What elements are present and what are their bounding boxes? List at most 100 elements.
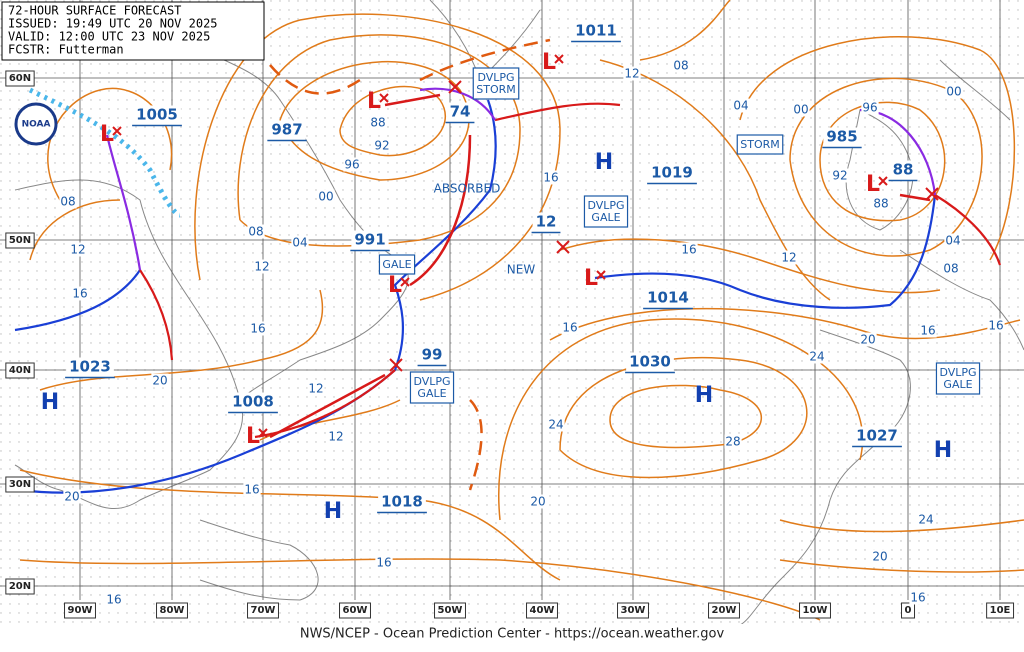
isobar-label: 16 xyxy=(543,171,558,185)
dot-grid xyxy=(0,0,1024,625)
warning-line: GALE xyxy=(943,378,972,391)
isobar-label: 16 xyxy=(250,322,265,336)
isobar-label-bg xyxy=(243,482,261,497)
isobars xyxy=(19,0,1024,621)
pressure-value: 1030 xyxy=(629,353,671,371)
latitude-label: 40N xyxy=(9,365,31,376)
trough xyxy=(269,38,551,491)
latitude-label: 30N xyxy=(9,479,31,490)
warning-line: DVLPG xyxy=(413,375,450,388)
longitude-label: 80W xyxy=(160,605,185,616)
isobar-label-bg xyxy=(59,194,77,209)
isobar-label-bg xyxy=(732,98,750,113)
track-arrows xyxy=(269,93,931,439)
pressure-bg xyxy=(532,212,560,233)
isobar-label-bg xyxy=(307,381,325,396)
isobar-label: 04 xyxy=(945,234,960,248)
annotation: NEW xyxy=(507,263,536,277)
isobar-label-bg xyxy=(831,168,849,183)
isobar-label-bg xyxy=(63,489,81,504)
isobar-label: 20 xyxy=(64,490,79,504)
axis-box xyxy=(986,602,1015,619)
isobar-label-bg xyxy=(327,429,345,444)
pressure-value: 74 xyxy=(450,103,471,121)
isobar-label-bg xyxy=(942,261,960,276)
isobar-label: 28 xyxy=(725,435,740,449)
low-x xyxy=(112,126,122,136)
longitude-label: 10E xyxy=(990,605,1011,616)
low-position-x xyxy=(925,187,939,201)
pressure-bg xyxy=(626,352,674,373)
low-x xyxy=(596,270,606,280)
label-box xyxy=(409,371,455,404)
low-center: L xyxy=(388,273,402,298)
isobar-label: 24 xyxy=(918,513,933,527)
low-center: L xyxy=(100,122,114,147)
warning-line: GALE xyxy=(382,258,411,271)
pressure-bg xyxy=(133,105,181,126)
header-line: 72-HOUR SURFACE FORECAST xyxy=(8,4,181,18)
warning-line: DVLPG xyxy=(939,366,976,379)
warning-line: GALE xyxy=(417,387,446,400)
isobar-label: 12 xyxy=(781,251,796,265)
pressure-value: 1023 xyxy=(69,358,111,376)
pressure-bg xyxy=(378,492,426,513)
low-center: L xyxy=(584,266,598,291)
longitude-label: 60W xyxy=(343,605,368,616)
warning-line: GALE xyxy=(591,211,620,224)
isobar-label-bg xyxy=(792,102,810,117)
label-box xyxy=(736,134,784,155)
isobar-label-bg xyxy=(919,323,937,338)
low-position-x xyxy=(389,358,403,372)
longitude-label: 30W xyxy=(621,605,646,616)
isobar-label: 92 xyxy=(832,169,847,183)
pressure-value: 1027 xyxy=(856,427,898,445)
isobar-label: 12 xyxy=(70,243,85,257)
warning-label: DVLPG GALE xyxy=(939,366,976,391)
annotation: ABSORBED xyxy=(434,182,501,196)
isobar-label-bg xyxy=(529,494,547,509)
isobar-label: 16 xyxy=(920,324,935,338)
longitude-label: 0 xyxy=(905,605,912,616)
low-x xyxy=(400,277,410,287)
isobar-label: 12 xyxy=(308,382,323,396)
longitude-label: 10W xyxy=(803,605,828,616)
isobar-label: 16 xyxy=(106,593,121,607)
high-center: H xyxy=(324,499,342,524)
axis-box xyxy=(5,362,35,379)
isobar-label: 08 xyxy=(248,225,263,239)
footer: NWS/NCEP - Ocean Prediction Center - htt… xyxy=(300,627,725,642)
warning-line: DVLPG xyxy=(477,71,514,84)
low-x xyxy=(554,54,564,64)
isobar-label: 00 xyxy=(946,85,961,99)
isobar-label: 12 xyxy=(254,260,269,274)
isobar-label-bg xyxy=(872,196,890,211)
logo xyxy=(14,102,58,146)
longitude-label: 70W xyxy=(251,605,276,616)
logo-text: NOAA xyxy=(22,120,51,130)
axis-box xyxy=(901,602,916,619)
isobar-label-bg xyxy=(343,157,361,172)
isobar-label-bg xyxy=(945,84,963,99)
axis-box xyxy=(617,602,649,619)
label-box xyxy=(935,362,981,395)
isobar-label: 16 xyxy=(562,321,577,335)
isobar-label: 08 xyxy=(943,262,958,276)
isobar-label: 04 xyxy=(733,99,748,113)
axis-box xyxy=(799,602,831,619)
isobar-label-bg xyxy=(672,58,690,73)
pressure-bg xyxy=(823,127,861,148)
isobar-label-bg xyxy=(780,250,798,265)
isobar-label-bg xyxy=(249,321,267,336)
isobar-label: 08 xyxy=(60,195,75,209)
isobar-label-bg xyxy=(151,373,169,388)
isobar-label: 96 xyxy=(344,158,359,172)
pressure-bg xyxy=(351,230,389,251)
isobar-label: 88 xyxy=(370,116,385,130)
axis-box xyxy=(434,602,466,619)
longitude-label: 50W xyxy=(438,605,463,616)
axis-box xyxy=(156,602,188,619)
pressure-value: 1019 xyxy=(651,164,693,182)
